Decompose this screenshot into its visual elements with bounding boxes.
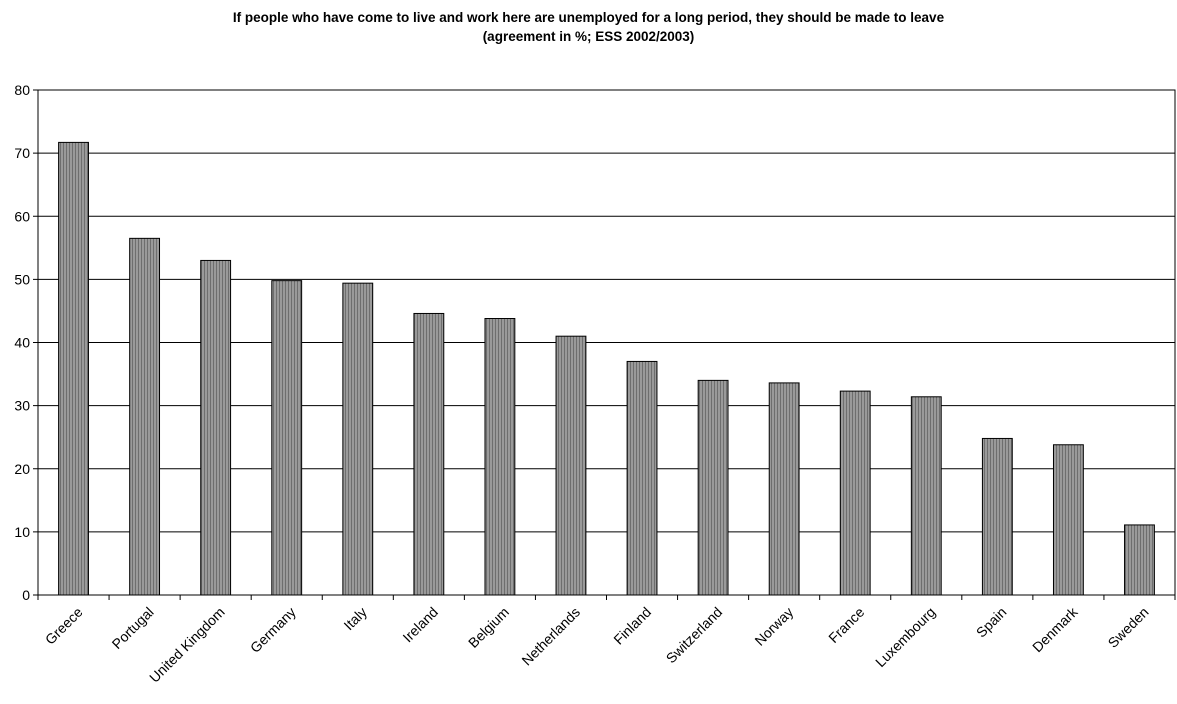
x-tick-label: Luxembourg [872, 604, 938, 670]
bar-belgium [484, 318, 516, 596]
bar-finland [626, 360, 658, 596]
x-tick-label: Denmark [1029, 603, 1081, 655]
chart-title: If people who have come to live and work… [232, 10, 945, 25]
chart-subtitle: (agreement in %; ESS 2002/2003) [482, 29, 695, 44]
y-tick-label: 50 [14, 271, 30, 287]
y-tick-label: 30 [14, 398, 30, 414]
bar-ireland [413, 312, 445, 596]
y-tick-label: 0 [22, 587, 30, 603]
x-tick-label: Portugal [109, 604, 157, 652]
x-tick-label: Finland [610, 604, 654, 648]
bar-luxembourg [910, 396, 942, 596]
bar-greece [58, 141, 89, 596]
y-tick-label: 40 [14, 335, 30, 351]
bar-portugal [129, 237, 161, 596]
bar-switzerland [697, 379, 729, 596]
bar-italy [342, 282, 374, 596]
bar-spain [981, 437, 1013, 596]
x-tick-label: Norway [751, 604, 796, 649]
bar-united-kingdom [200, 259, 232, 596]
bar-denmark [1052, 444, 1084, 596]
x-tick-label: Italy [340, 604, 369, 633]
y-tick-labels: 0 10 20 30 40 50 60 70 80 [14, 82, 38, 603]
bar-netherlands [555, 335, 587, 596]
bar-germany [271, 280, 303, 596]
x-tick-label: Germany [247, 604, 299, 656]
x-tick-label: Greece [42, 604, 86, 648]
x-tick-label: Ireland [399, 604, 441, 646]
bar-sweden [1124, 524, 1155, 596]
bars [58, 141, 1155, 596]
x-tick-label: Netherlands [518, 604, 583, 669]
chart-title-block: If people who have come to live and work… [0, 8, 1177, 46]
x-tick-label: Sweden [1105, 604, 1152, 651]
bar-norway [768, 382, 800, 596]
x-tick-label: Spain [973, 604, 1010, 641]
y-tick-label: 60 [14, 208, 30, 224]
bar-france [839, 390, 871, 596]
y-tick-label: 80 [14, 82, 30, 98]
y-tick-label: 20 [14, 461, 30, 477]
x-tick-label: France [825, 604, 867, 646]
x-tick-label: United Kingdom [146, 604, 228, 686]
y-tick-label: 70 [14, 145, 30, 161]
x-tick-label: Switzerland [663, 604, 725, 666]
y-tick-label: 10 [14, 524, 30, 540]
x-tick-label: Belgium [465, 604, 512, 651]
